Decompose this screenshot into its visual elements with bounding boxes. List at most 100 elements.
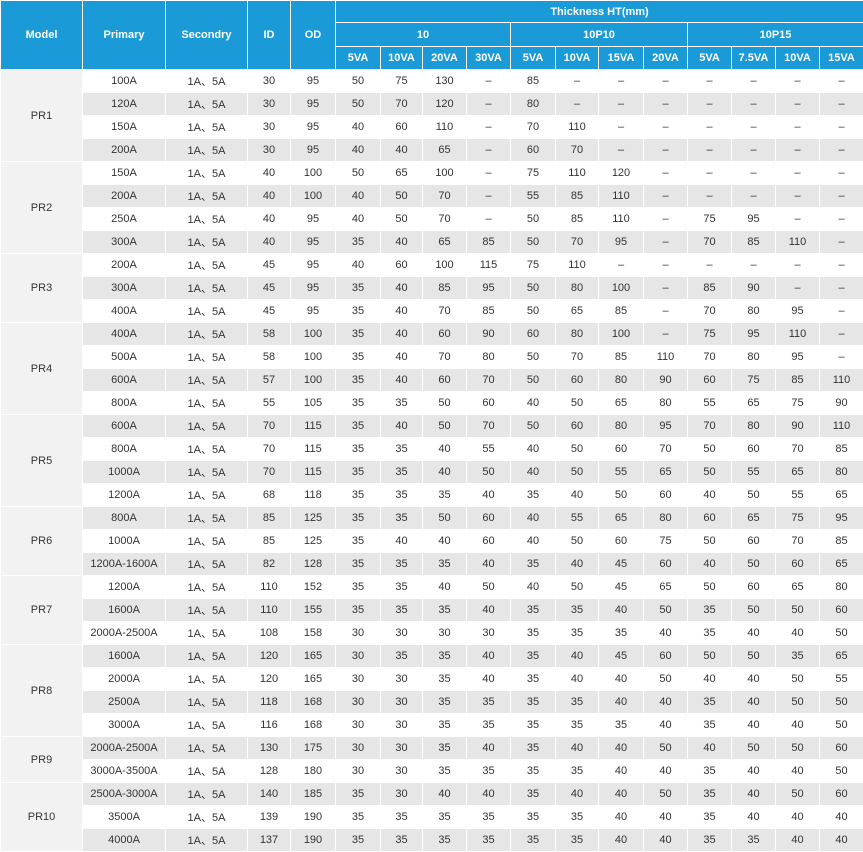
data-cell: 40: [818, 828, 863, 852]
data-cell: 100: [422, 253, 467, 277]
data-cell: 35: [335, 368, 381, 392]
data-cell: 35: [380, 437, 423, 461]
data-cell: 30: [247, 115, 291, 139]
data-cell: 50: [775, 736, 820, 760]
data-cell: 95: [731, 322, 776, 346]
data-cell: 35: [380, 575, 423, 599]
data-cell: 50: [818, 713, 863, 737]
model-cell: PR1: [0, 69, 83, 162]
data-cell: 65: [422, 138, 467, 162]
model-cell: PR6: [0, 506, 83, 576]
data-row: 2000A-2500A 1A、5A 108 158 30 30 30 30 35 35 35 40 35…: [1, 621, 863, 645]
data-cell: 2500A: [82, 690, 166, 714]
data-cell: –: [466, 69, 511, 93]
data-cell: 40: [598, 598, 644, 622]
data-cell: 65: [731, 506, 776, 530]
data-cell: –: [643, 207, 688, 231]
data-cell: 50: [775, 598, 820, 622]
data-cell: 60: [510, 138, 556, 162]
data-cell: 40: [731, 621, 776, 645]
data-cell: 40: [687, 483, 732, 507]
data-cell: –: [818, 207, 863, 231]
data-cell: 50: [643, 782, 688, 806]
data-cell: 50: [687, 529, 732, 553]
data-cell: 50: [510, 276, 556, 300]
data-cell: 35: [510, 736, 556, 760]
data-cell: 70: [247, 414, 291, 438]
data-cell: 1A、5A: [165, 483, 248, 507]
data-cell: 60: [731, 437, 776, 461]
data-cell: 40: [731, 805, 776, 829]
data-cell: 110: [643, 345, 688, 369]
data-cell: 40: [731, 667, 776, 691]
data-cell: 55: [466, 437, 511, 461]
data-cell: 40: [466, 483, 511, 507]
data-cell: –: [687, 253, 732, 277]
data-cell: 45: [598, 552, 644, 576]
data-cell: 1A、5A: [165, 92, 248, 116]
data-cell: 70: [555, 230, 599, 254]
table-head: Model Primary Secondry ID OD Thickness H…: [0, 0, 863, 70]
data-cell: 30: [380, 759, 423, 783]
data-cell: 95: [290, 69, 336, 93]
data-cell: 140: [247, 782, 291, 806]
data-cell: 65: [422, 230, 467, 254]
data-cell: 40: [510, 529, 556, 553]
header-cell: ID: [247, 0, 291, 70]
header-cell: Model: [0, 0, 83, 70]
data-cell: –: [643, 230, 688, 254]
data-cell: 60: [818, 736, 863, 760]
data-cell: 85: [466, 230, 511, 254]
data-cell: 35: [422, 667, 467, 691]
data-cell: –: [775, 138, 820, 162]
data-row: 800A 1A、5A 55 105 35 35 50 60 40 50 65 80 55 65 75 90: [1, 391, 863, 415]
data-row: PR5 600A 1A、5A 70 115 35 40 50 70 50 60 80 95 70 80 90 1…: [0, 414, 863, 507]
data-cell: 35: [466, 805, 511, 829]
data-cell: 70: [687, 345, 732, 369]
data-cell: 190: [290, 805, 336, 829]
data-cell: 55: [731, 460, 776, 484]
data-cell: 100: [290, 161, 336, 185]
data-cell: 1A、5A: [165, 322, 248, 346]
data-cell: 85: [422, 276, 467, 300]
header-cell: Secondry: [165, 0, 248, 70]
header-cell: Primary: [82, 0, 166, 70]
data-cell: 90: [466, 322, 511, 346]
data-cell: 150A: [82, 161, 166, 185]
data-cell: 85: [510, 69, 556, 93]
data-cell: 30: [380, 713, 423, 737]
data-cell: –: [466, 184, 511, 208]
data-cell: 85: [555, 184, 599, 208]
data-cell: 85: [555, 207, 599, 231]
data-cell: –: [687, 115, 732, 139]
data-cell: 95: [775, 345, 820, 369]
data-cell: 35: [422, 736, 467, 760]
data-cell: 85: [247, 506, 291, 530]
data-cell: 65: [775, 575, 820, 599]
column-header: 20VA: [422, 46, 467, 70]
data-cell: 35: [335, 828, 381, 852]
data-cell: 200A: [82, 184, 166, 208]
column-header: 15VA: [598, 46, 644, 70]
data-cell: 35: [466, 713, 511, 737]
data-cell: 175: [290, 736, 336, 760]
data-cell: 35: [510, 644, 556, 668]
data-cell: 65: [380, 161, 423, 185]
data-row: 600A 1A、5A 57 100 35 40 60 70 50 60 80 90 60 75 85 110: [1, 368, 863, 392]
data-cell: 250A: [82, 207, 166, 231]
data-cell: 40: [598, 690, 644, 714]
data-cell: 75: [687, 207, 732, 231]
column-header: 30VA: [466, 46, 511, 70]
data-cell: 90: [775, 414, 820, 438]
data-cell: –: [598, 138, 644, 162]
column-header: 5VA: [335, 46, 381, 70]
data-cell: 60: [422, 322, 467, 346]
data-cell: 60: [422, 368, 467, 392]
data-cell: –: [643, 69, 688, 93]
data-row: 1000A 1A、5A 70 115 35 35 40 50 40 50 55 65 50 55 65 80: [1, 460, 863, 484]
data-cell: 40: [466, 667, 511, 691]
data-cell: 95: [290, 299, 336, 323]
data-cell: 40: [247, 161, 291, 185]
data-cell: 40: [510, 575, 556, 599]
